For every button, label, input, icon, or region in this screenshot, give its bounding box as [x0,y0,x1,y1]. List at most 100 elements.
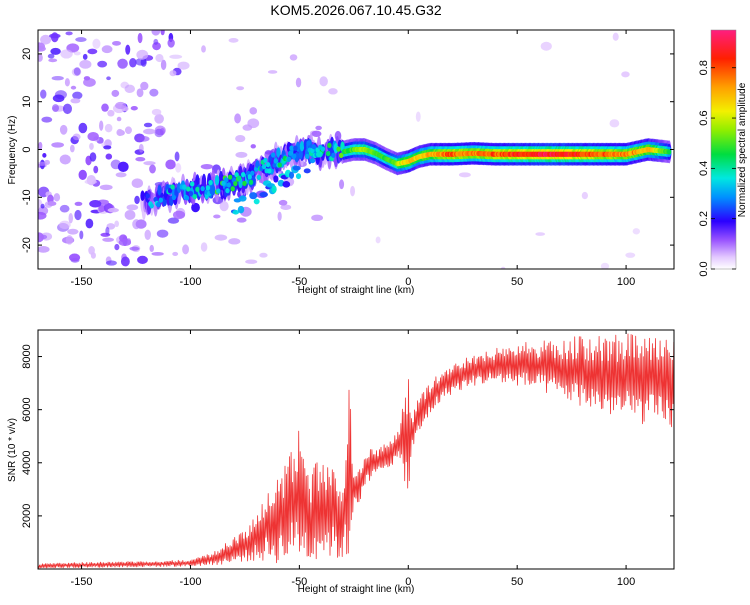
spectrogram-noise-blob [219,201,229,212]
spectrogram-ridge-cell [331,152,336,158]
spectrogram-ridge-cell [295,173,302,180]
spectrogram-noise-blob [135,157,146,162]
spectrogram-noise-blob [104,123,113,133]
spectrogram-noise-blob [44,159,50,166]
spectrogram-noise-blob [89,152,97,162]
spectrogram-y-tick-label: 10 [21,96,33,108]
spectrogram-noise-blob [51,142,65,148]
spectrogram-ridge-cell [226,182,231,188]
spectrogram-noise-blob [114,101,127,110]
spectrogram-ridge-cell [305,153,310,160]
spectrogram-noise-blob [59,204,70,213]
spectrogram-noise-blob [319,76,328,87]
spectrogram-ridge-cell [291,153,297,159]
spectrogram-ridge-cell [227,174,233,180]
spectrogram-noise-blob [250,144,256,149]
colorbar-tick-label: 0.8 [698,60,710,75]
snr-y-ticks: 2000 4000 6000 8000 [21,344,674,528]
snr-frame [37,329,675,570]
spectrogram-noise-blob [62,103,72,115]
spectrogram-x-label: Height of straight line (km) [298,285,415,296]
spectrogram-noise-blob [47,53,55,59]
snr-panel: -150 -100 -50 0 50 100 2000 4000 6000 8000 Heigh… [7,329,675,595]
spectrogram-noise-blob [130,106,138,111]
spectrogram-noise-blob [40,89,47,99]
colorbar-gradient [711,30,736,269]
spectrogram-ridge-cell [242,180,247,187]
spectrogram-y-tick-label: 0 [21,146,33,152]
spectrogram-x-tick-label: 100 [617,276,635,288]
spectrogram-noise-blob [49,33,61,39]
spectrogram-ridge-cell [195,186,200,192]
spectrogram-y-ticks: -20 -10 0 10 20 [21,48,674,253]
spectrogram-noise-blob [64,78,70,87]
spectrogram-ridge-cell [267,168,272,174]
spectrogram-noise-blob [101,103,109,112]
spectrogram-noise-blob [625,252,636,258]
spectrogram-noise-blob [235,134,246,143]
spectrogram-noise-blob [134,195,140,205]
spectrogram-noise-blob [38,211,47,220]
spectrogram-noise-blob [125,44,131,55]
spectrogram-noise-blob [153,38,159,45]
spectrogram-noise-blob [151,108,162,116]
spectrogram-noise-blob [85,218,94,229]
spectrogram-noise-blob [236,86,245,91]
spectrogram-noise-blob [47,201,57,207]
spectrogram-ridge-cell [271,152,276,158]
spectrogram-noise-blob [295,77,302,88]
spectrogram-noise-blob [89,199,102,208]
spectrogram-noise-blob [40,34,52,45]
spectrogram-noise-blob [249,107,258,115]
spectrogram-noise-blob [90,252,96,259]
spectrogram-noise-blob [60,49,73,59]
spectrogram-noise-blob [69,144,75,153]
spectrogram-noise-blob [59,154,71,165]
spectrogram-ridge-cell [237,205,245,214]
spectrogram-noise-blob [65,31,73,36]
spectrogram-noise-blob [214,234,228,241]
spectrogram-noise-blob [93,165,99,174]
spectrogram-x-ticks: -150 -100 -50 0 50 100 [71,30,635,288]
spectrogram-noise-blob [103,145,112,150]
spectrogram-ridge-cell [223,177,229,183]
spectrogram-noise-blob [609,119,620,128]
spectrogram-noise-blob [129,246,140,251]
snr-y-label: SNR (10 * v/v) [7,418,18,482]
spectrogram-noise-blob [119,234,128,243]
spectrogram-ridge-cell [247,174,252,180]
spectrogram-noise-blob [315,125,322,131]
spectrogram-noise-blob [277,211,282,222]
spectrogram-noise-blob [169,70,177,77]
spectrogram-noise-blob [73,67,81,76]
spectrogram-noise-blob [38,245,50,253]
spectrogram-noise-blob [72,133,81,141]
colorbar-frame [710,29,737,270]
spectrogram-noise-blob [78,169,87,180]
spectrogram-noise-blob [169,54,183,59]
spectrogram-noise-blob [114,220,120,228]
spectrogram-noise-blob [52,94,65,103]
spectrogram-ridge-cell [156,201,161,208]
spectrogram-ridge-cell [277,162,282,168]
spectrogram-ridge-cell [299,141,305,152]
spectrogram-noise-blob [172,251,179,257]
spectrogram-noise-blob [40,203,45,209]
spectrogram-noise-blob [280,204,292,210]
spectrogram-noise-blob [143,122,153,128]
spectrogram-ridge-cell [311,144,316,150]
spectrogram-ridge-cell [286,156,292,162]
spectrogram-ridge-cell [249,192,258,200]
spectrogram-y-label: Frequency (Hz) [7,116,18,185]
spectrogram-ridge-cell [272,162,277,168]
spectrogram-noise-blob [41,116,53,123]
spectrogram-noise-blob [621,71,630,78]
spectrogram-noise-blob [98,204,106,213]
spectrogram-ridge-cell [230,186,235,192]
spectrogram-noise-blob [174,151,180,162]
spectrogram-noise-blob [136,49,149,60]
spectrogram-ridge-cell [140,190,145,201]
spectrogram-ridge-cell [303,168,311,174]
spectrogram-noise-blob [228,38,239,43]
spectrogram-noise-blob [143,161,156,166]
